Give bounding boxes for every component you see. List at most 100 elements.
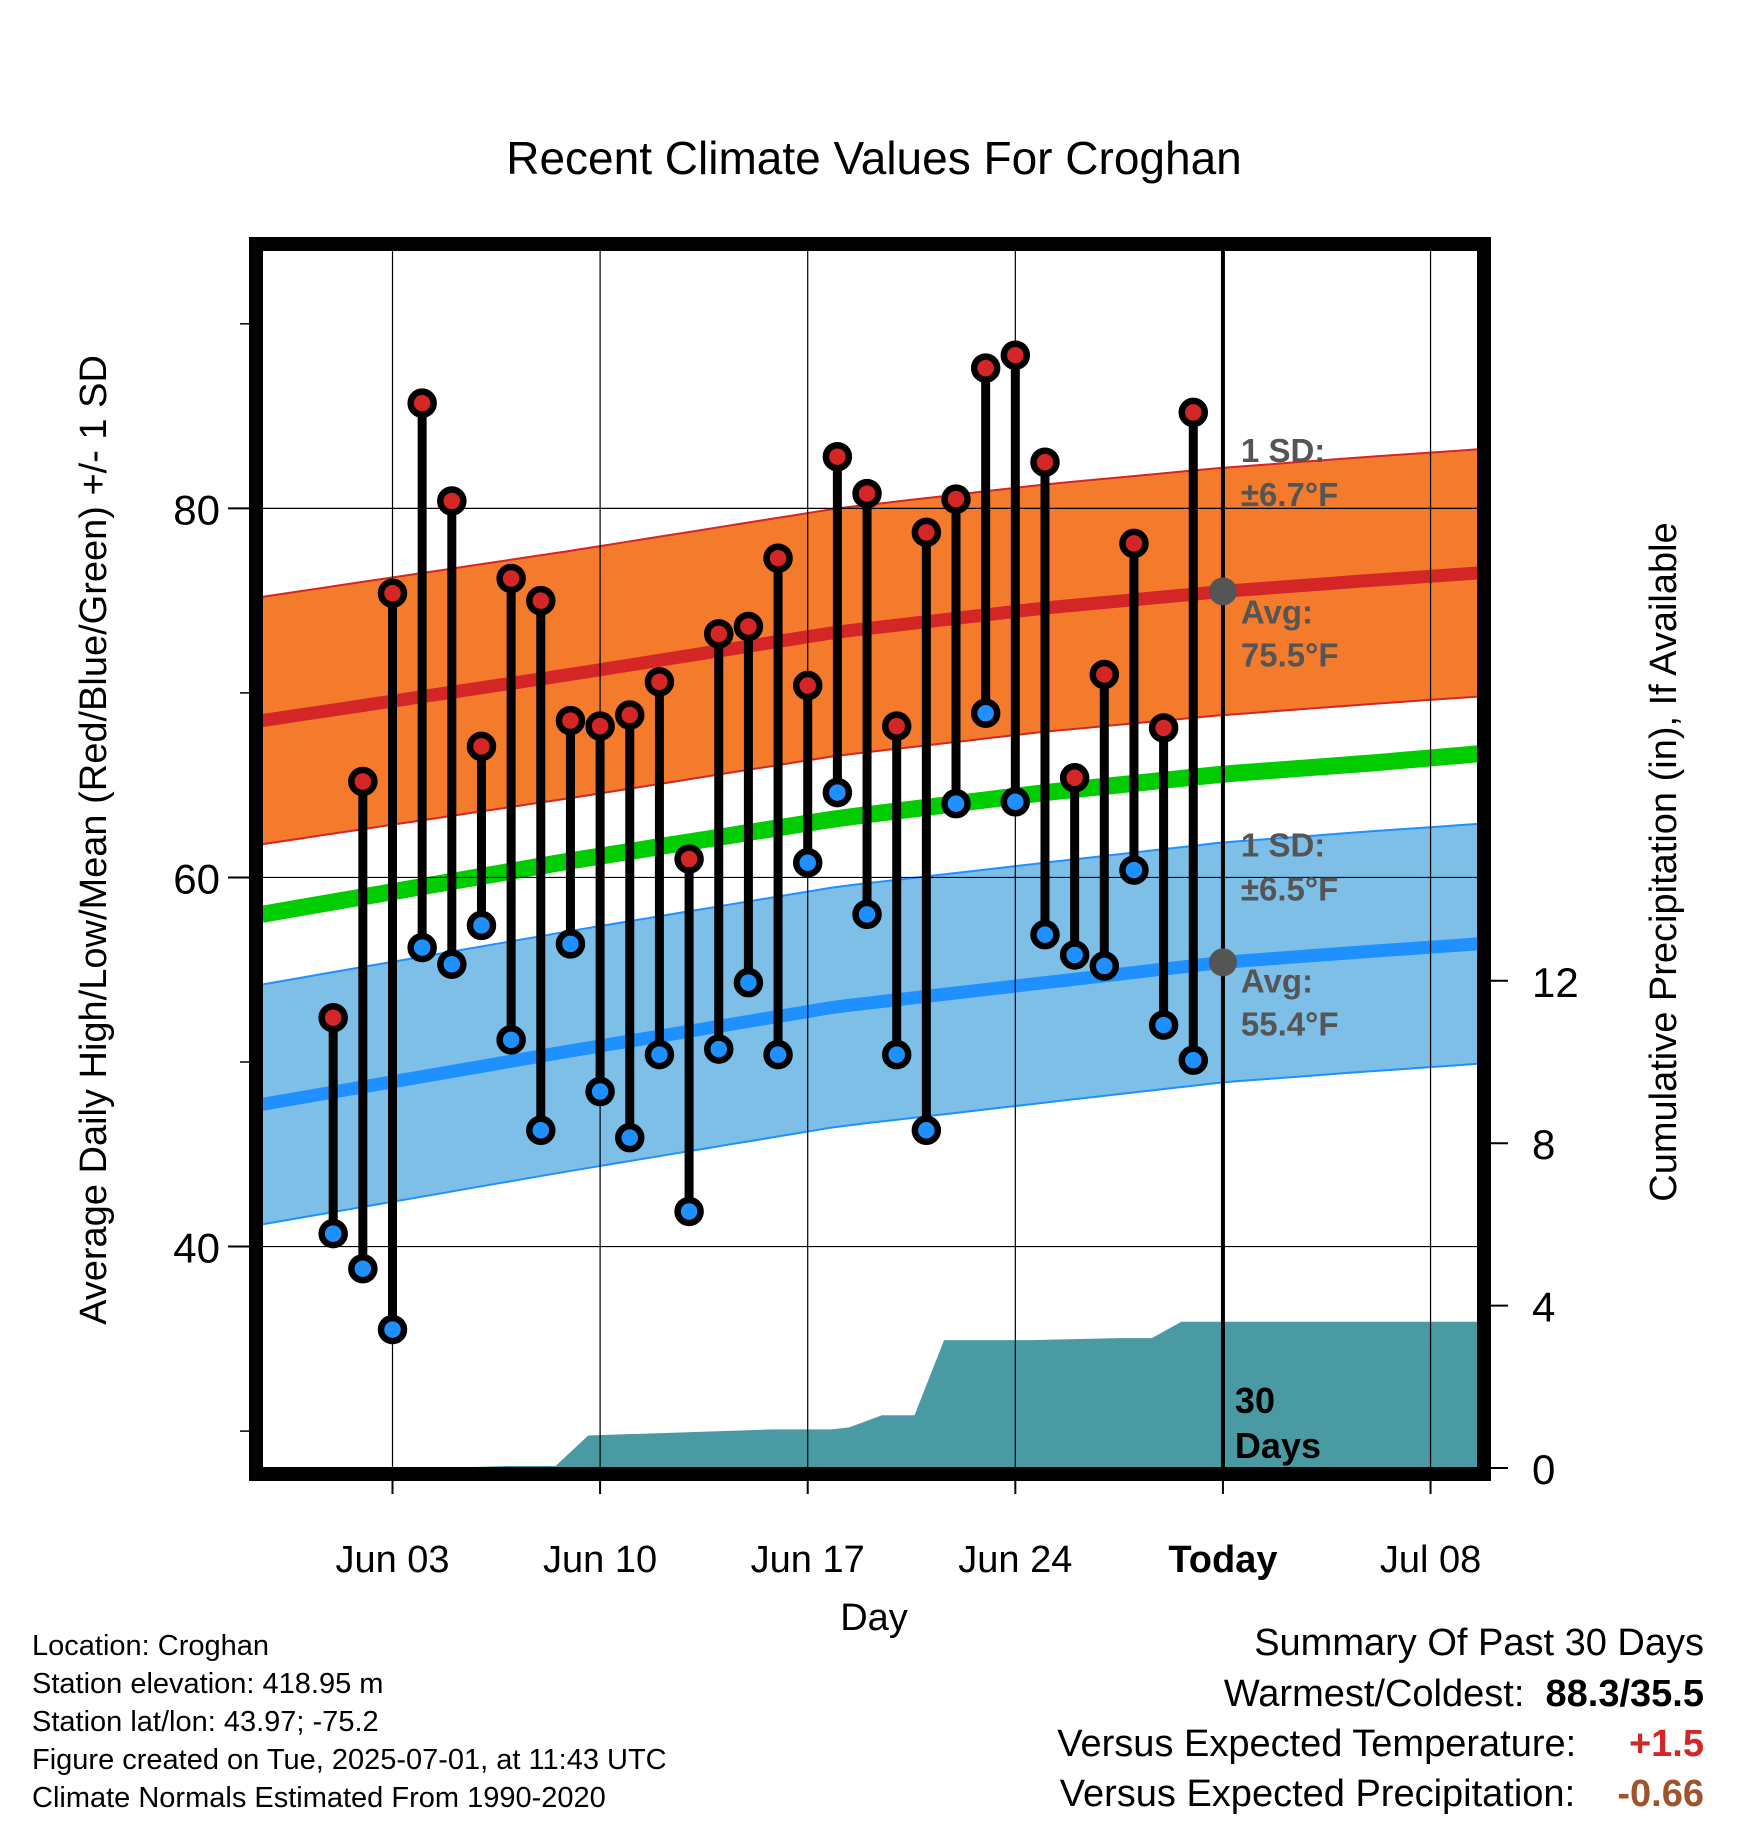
daily-low-point — [703, 1034, 734, 1064]
daily-high-point — [881, 711, 912, 741]
low-sd-label: 1 SD: — [1241, 826, 1325, 863]
low-avg-value: 55.4°F — [1241, 1005, 1339, 1042]
expected-high-today-marker — [1208, 577, 1237, 606]
daily-high-point — [941, 484, 971, 514]
daily-high-point — [1059, 763, 1090, 793]
daily-low-point — [792, 847, 823, 878]
high-sd-label: 1 SD: — [1241, 432, 1325, 469]
daily-low-point — [585, 1076, 615, 1107]
daily-high-point — [852, 478, 882, 509]
info-location: Location: Croghan — [32, 1630, 269, 1662]
today-label-line2: Days — [1235, 1425, 1321, 1466]
x-tick-label: Jul 08 — [1380, 1539, 1481, 1581]
daily-high-point — [1030, 447, 1060, 477]
station-info: Location: Croghan Station elevation: 418… — [32, 1627, 667, 1817]
daily-high-point — [615, 700, 645, 730]
info-latlon: Station lat/lon: 43.97; -75.2 — [32, 1706, 379, 1738]
today-label-line1: 30 — [1235, 1380, 1275, 1421]
temp-value: +1.5 — [1628, 1723, 1704, 1765]
daily-low-point — [1178, 1045, 1209, 1075]
x-tick-label: Jun 17 — [751, 1539, 865, 1581]
daily-high-point — [822, 441, 853, 472]
daily-high-point — [644, 667, 675, 697]
x-tick-label: Today — [1168, 1539, 1277, 1581]
daily-high-point — [1089, 659, 1120, 690]
chart-title: Recent Climate Values For Croghan — [506, 132, 1241, 184]
daily-high-point — [792, 670, 823, 701]
daily-high-point — [318, 1002, 348, 1033]
daily-low-point — [911, 1115, 942, 1146]
precip-value: -0.66 — [1617, 1773, 1704, 1815]
daily-low-point — [437, 949, 467, 979]
daily-high-point — [1000, 340, 1031, 370]
high-avg-label: Avg: — [1241, 593, 1313, 630]
daily-low-point — [555, 929, 586, 959]
daily-low-point — [1059, 940, 1090, 970]
daily-high-point — [555, 705, 586, 736]
x-axis-label: Day — [840, 1597, 908, 1639]
plot-frame — [249, 237, 1491, 1481]
x-tick-label: Jun 24 — [958, 1539, 1072, 1581]
y2-axis-label: Cumulative Precipitation (in), If Availa… — [1643, 522, 1685, 1201]
daily-high-point — [1148, 713, 1179, 743]
daily-low-point — [377, 1314, 408, 1345]
low-sd-band — [262, 822, 1478, 1226]
summary-warmest-coldest: Warmest/Coldest: 88.3/35.5 — [1224, 1673, 1704, 1716]
daily-low-point — [674, 1196, 704, 1227]
daily-high-point — [526, 585, 556, 616]
daily-low-point — [615, 1122, 645, 1153]
daily-low-point — [852, 899, 882, 930]
plot-inner — [262, 250, 1478, 1468]
daily-low-point — [763, 1039, 793, 1070]
x-tick-label: Jun 03 — [335, 1539, 449, 1581]
precip-label: Versus Expected Precipitation: — [1059, 1773, 1576, 1815]
y-tick-label: 80 — [173, 486, 220, 533]
precip-area — [262, 1321, 1478, 1468]
daily-high-point — [674, 844, 704, 874]
daily-low-point — [466, 910, 497, 941]
daily-low-point — [407, 932, 437, 963]
info-normals: Climate Normals Estimated From 1990-2020 — [32, 1782, 606, 1814]
daily-low-point — [496, 1025, 526, 1055]
summary-title: Summary Of Past 30 Days — [1254, 1622, 1704, 1664]
daily-high-point — [911, 517, 942, 548]
y-axis-label: Average Daily High/Low/Mean (Red/Blue/Gr… — [73, 355, 115, 1325]
daily-high-point — [466, 731, 497, 762]
y2-tick-label: 4 — [1532, 1284, 1555, 1331]
high-sd-value: ±6.7°F — [1241, 476, 1338, 513]
y-tick-label: 60 — [173, 855, 220, 902]
y2-tick-label: 12 — [1532, 959, 1579, 1006]
summary-precipitation: Versus Expected Precipitation: -0.66 — [1060, 1773, 1704, 1816]
daily-low-point — [644, 1039, 675, 1070]
daily-low-point — [348, 1253, 378, 1284]
expected-low-line — [262, 937, 1478, 1111]
daily-low-point — [970, 698, 1001, 728]
daily-high-point — [970, 353, 1001, 383]
daily-high-point — [496, 563, 526, 594]
daily-high-point — [407, 388, 437, 418]
daily-low-point — [881, 1039, 912, 1070]
daily-low-point — [822, 777, 853, 808]
y-tick-label: 40 — [173, 1225, 220, 1272]
daily-high-point — [377, 578, 408, 609]
daily-low-point — [318, 1218, 348, 1249]
daily-high-point — [1178, 397, 1209, 428]
daily-low-point — [1000, 787, 1031, 817]
warmest-coldest-value: 88.3/35.5 — [1545, 1673, 1704, 1715]
daily-low-point — [1119, 855, 1149, 885]
summary-temperature: Versus Expected Temperature: +1.5 — [1057, 1723, 1704, 1766]
temp-label: Versus Expected Temperature: — [1057, 1723, 1577, 1765]
daily-low-point — [1148, 1010, 1179, 1040]
y2-tick-label: 0 — [1532, 1446, 1555, 1493]
daily-high-point — [733, 611, 764, 642]
y2-tick-label: 8 — [1532, 1121, 1555, 1168]
x-tick-label: Jun 10 — [543, 1539, 657, 1581]
daily-low-point — [941, 788, 971, 819]
daily-low-point — [733, 967, 764, 998]
daily-high-point — [437, 486, 467, 516]
daily-high-point — [348, 766, 378, 797]
daily-low-point — [1089, 951, 1120, 981]
info-elevation: Station elevation: 418.95 m — [32, 1668, 384, 1700]
